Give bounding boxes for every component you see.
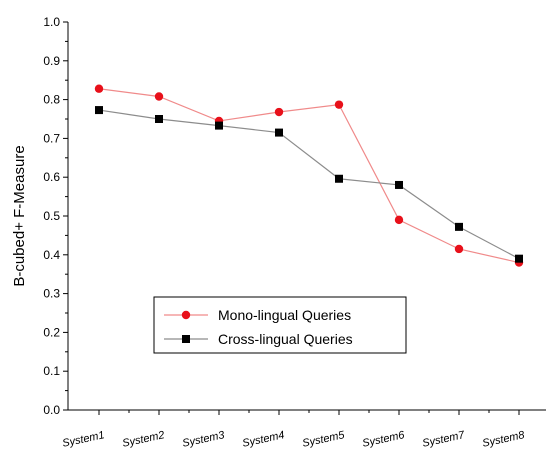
y-tick-label: 0.8 xyxy=(43,93,60,107)
legend-marker xyxy=(181,310,191,320)
data-point xyxy=(454,244,464,254)
data-point xyxy=(394,215,404,225)
y-tick-label: 0.0 xyxy=(43,403,60,417)
legend-item: Mono-lingual Queries xyxy=(164,307,351,323)
data-point xyxy=(455,222,463,231)
series-line xyxy=(98,88,520,264)
legend-label: Mono-lingual Queries xyxy=(218,307,351,323)
y-ticks: 0.0 0.1 0.2 0.3 0.4 0.5 0.6 0.7 0.8 0.9 1.0 xyxy=(43,15,68,417)
x-tick-label: System5 xyxy=(301,429,346,450)
legend-box xyxy=(153,296,407,354)
series-2 xyxy=(95,106,523,263)
y-tick-label: 1.0 xyxy=(43,15,60,29)
data-point xyxy=(215,121,223,130)
x-tick-label: System3 xyxy=(181,429,226,450)
legend: Mono-lingual Queries Cross-lingual Querie… xyxy=(153,296,407,354)
y-tick-label: 0.1 xyxy=(43,364,60,378)
data-point xyxy=(275,128,283,137)
series-layer xyxy=(94,84,524,267)
data-point xyxy=(274,107,284,117)
data-point xyxy=(395,180,403,189)
legend-label: Cross-lingual Queries xyxy=(218,331,353,347)
legend-marker xyxy=(182,335,190,343)
data-point xyxy=(95,106,103,115)
x-tick-label: System6 xyxy=(361,429,406,450)
series-1 xyxy=(94,84,524,267)
legend-item: Cross-lingual Queries xyxy=(164,331,353,347)
x-ticks: System1 System2 System3 System4 System5 Syste… xyxy=(61,410,526,450)
y-tick-label: 0.7 xyxy=(43,131,60,145)
data-point xyxy=(335,174,343,183)
data-point xyxy=(334,100,344,109)
x-tick-label: System2 xyxy=(121,429,165,450)
y-tick-label: 0.6 xyxy=(43,170,60,184)
data-point xyxy=(515,254,523,263)
y-tick-label: 0.3 xyxy=(43,287,60,301)
data-point xyxy=(154,92,164,101)
x-tick-label: System4 xyxy=(241,429,285,450)
data-point xyxy=(94,84,104,93)
x-tick-label: System8 xyxy=(481,429,526,450)
y-tick-label: 0.4 xyxy=(43,248,60,262)
y-tick-label: 0.2 xyxy=(43,325,60,339)
x-tick-label: System7 xyxy=(421,429,466,450)
x-tick-label: System1 xyxy=(61,429,105,450)
y-tick-label: 0.9 xyxy=(43,54,60,68)
data-point xyxy=(155,115,163,123)
y-axis-label: B-cubed+ F-Measure xyxy=(11,145,28,286)
y-tick-label: 0.5 xyxy=(43,209,60,223)
series-line xyxy=(98,109,520,260)
